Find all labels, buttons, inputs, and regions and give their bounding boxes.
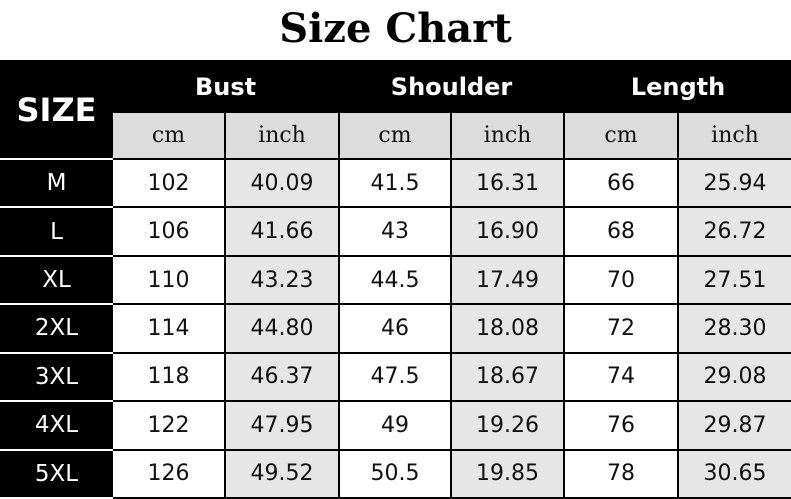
unit-header: cm: [563, 111, 680, 160]
bust-cm-cell: 110: [111, 254, 226, 306]
bust-inch-cell: 49.52: [223, 448, 341, 499]
size-label: 3XL: [0, 351, 113, 403]
bust-header: Bust: [110, 60, 341, 113]
bust-inch-cell: 40.09: [223, 157, 341, 209]
bust-cm-cell: 102: [111, 157, 226, 209]
length-cm-cell: 76: [563, 400, 680, 451]
shoulder-header: Shoulder: [338, 60, 566, 113]
length-cm-cell: 70: [563, 254, 680, 306]
unit-header: inch: [677, 111, 791, 160]
size-chart-table: SIZE Bust Shoulder Length cm inch cm inc…: [0, 60, 791, 499]
table-row: M 102 40.09 41.5 16.31 66 25.94: [0, 157, 791, 209]
page-title: Size Chart: [279, 5, 512, 52]
shoulder-cm-cell: 43: [338, 206, 453, 257]
length-header: Length: [563, 60, 791, 113]
length-cm-cell: 78: [563, 448, 680, 499]
size-label: XL: [0, 254, 113, 306]
table-row: 4XL 122 47.95 49 19.26 76 29.87: [0, 400, 791, 451]
shoulder-inch-cell: 16.90: [450, 206, 566, 257]
bust-cm-cell: 114: [111, 303, 226, 354]
bust-inch-cell: 43.23: [223, 254, 341, 306]
shoulder-inch-cell: 16.31: [450, 157, 566, 209]
length-cm-cell: 72: [563, 303, 680, 354]
length-cm-cell: 74: [563, 351, 680, 403]
size-label: M: [0, 157, 113, 209]
shoulder-cm-cell: 49: [338, 400, 453, 451]
shoulder-inch-cell: 19.85: [450, 448, 566, 499]
bust-cm-cell: 122: [111, 400, 226, 451]
bust-inch-cell: 46.37: [223, 351, 341, 403]
size-label: 4XL: [0, 400, 113, 451]
unit-header: inch: [450, 111, 566, 160]
shoulder-inch-cell: 19.26: [450, 400, 566, 451]
length-cm-cell: 68: [563, 206, 680, 257]
shoulder-inch-cell: 18.08: [450, 303, 566, 354]
shoulder-cm-cell: 46: [338, 303, 453, 354]
shoulder-cm-cell: 50.5: [338, 448, 453, 499]
bust-cm-cell: 106: [111, 206, 226, 257]
size-label: 2XL: [0, 303, 113, 354]
size-header: SIZE: [0, 60, 113, 160]
bust-inch-cell: 44.80: [223, 303, 341, 354]
length-inch-cell: 30.65: [677, 448, 791, 499]
unit-header: cm: [338, 111, 453, 160]
shoulder-cm-cell: 44.5: [338, 254, 453, 306]
table-row: L 106 41.66 43 16.90 68 26.72: [0, 206, 791, 257]
size-label: L: [0, 206, 113, 257]
table-row: XL 110 43.23 44.5 17.49 70 27.51: [0, 254, 791, 306]
unit-header: inch: [223, 111, 341, 160]
table-row: 2XL 114 44.80 46 18.08 72 28.30: [0, 303, 791, 354]
size-label: 5XL: [0, 448, 113, 499]
shoulder-inch-cell: 17.49: [450, 254, 566, 306]
unit-header: cm: [111, 111, 226, 160]
length-inch-cell: 25.94: [677, 157, 791, 209]
table-row: 3XL 118 46.37 47.5 18.67 74 29.08: [0, 351, 791, 403]
bust-cm-cell: 126: [111, 448, 226, 499]
shoulder-inch-cell: 18.67: [450, 351, 566, 403]
table-row: 5XL 126 49.52 50.5 19.85 78 30.65: [0, 448, 791, 499]
length-cm-cell: 66: [563, 157, 680, 209]
bust-inch-cell: 47.95: [223, 400, 341, 451]
length-inch-cell: 27.51: [677, 254, 791, 306]
bust-inch-cell: 41.66: [223, 206, 341, 257]
length-inch-cell: 26.72: [677, 206, 791, 257]
length-inch-cell: 29.08: [677, 351, 791, 403]
bust-cm-cell: 118: [111, 351, 226, 403]
length-inch-cell: 28.30: [677, 303, 791, 354]
length-inch-cell: 29.87: [677, 400, 791, 451]
shoulder-cm-cell: 47.5: [338, 351, 453, 403]
shoulder-cm-cell: 41.5: [338, 157, 453, 209]
